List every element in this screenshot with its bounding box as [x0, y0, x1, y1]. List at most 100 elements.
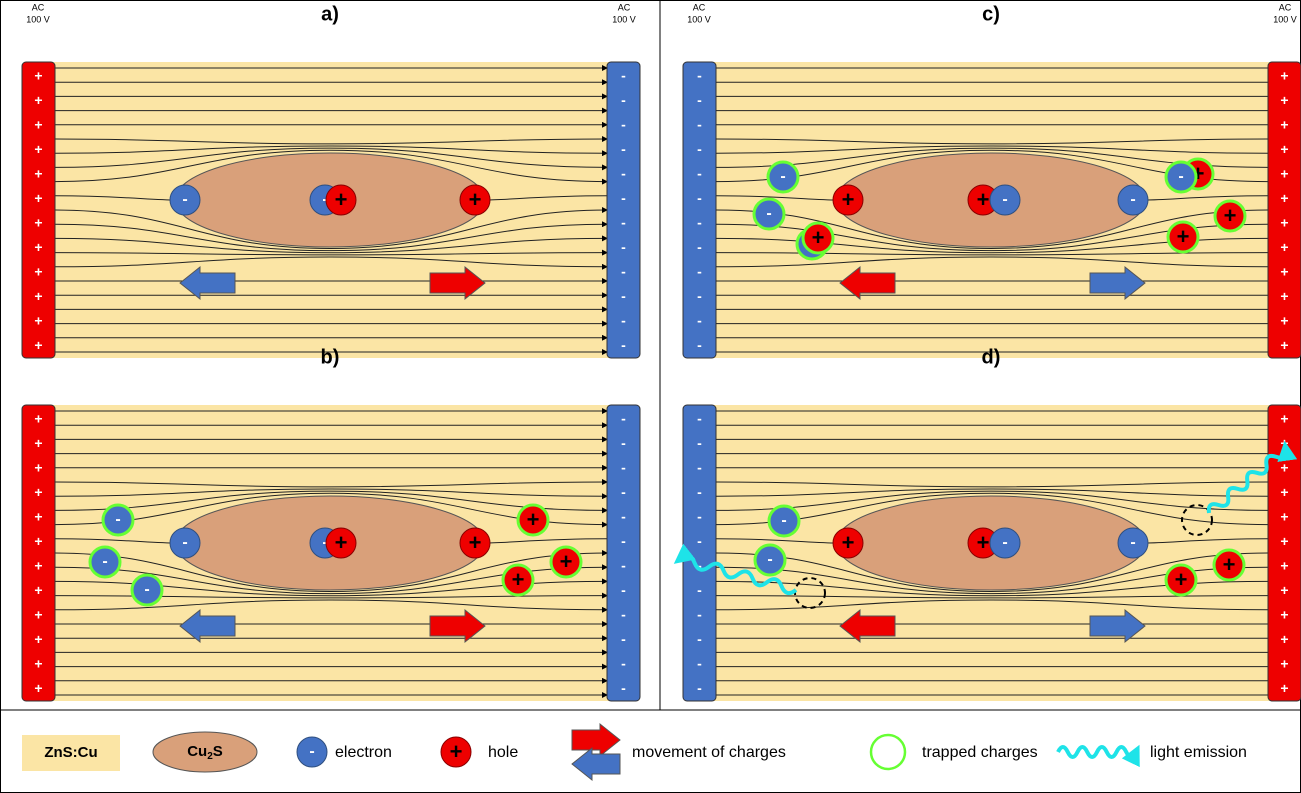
- electrode-sign: -: [621, 460, 626, 476]
- electrode-sign: -: [697, 337, 702, 353]
- electrode-sign: +: [34, 190, 42, 206]
- electrode-sign: -: [697, 239, 702, 255]
- hole-sign: +: [469, 187, 482, 212]
- electron-sign: -: [1002, 534, 1007, 551]
- hole-sign: +: [512, 567, 525, 592]
- electrode-sign: -: [621, 509, 626, 525]
- hole-sign: +: [1223, 552, 1236, 577]
- electrode-sign: +: [34, 288, 42, 304]
- electrode-sign: -: [621, 239, 626, 255]
- electrode-sign: -: [621, 288, 626, 304]
- electrode-sign: +: [1280, 631, 1288, 647]
- movement-arrow: [572, 724, 620, 756]
- electrode-sign: +: [1280, 313, 1288, 329]
- electrode-sign: -: [621, 313, 626, 329]
- electrode-sign: -: [621, 656, 626, 672]
- electrode-sign: +: [34, 92, 42, 108]
- electrode-sign: +: [1280, 190, 1288, 206]
- electron-sign: -: [780, 168, 785, 185]
- electrode-sign: -: [697, 92, 702, 108]
- electrode-sign: +: [1280, 141, 1288, 157]
- hole-sign: +: [469, 530, 482, 555]
- hole-sign: +: [1175, 567, 1188, 592]
- electrode-sign: -: [697, 288, 702, 304]
- electron-sign: -: [1130, 534, 1135, 551]
- electrode-sign: +: [34, 656, 42, 672]
- electrode-sign: +: [34, 607, 42, 623]
- electrode-sign: +: [1280, 558, 1288, 574]
- panel-label: a): [321, 3, 339, 25]
- electrode-sign: -: [697, 460, 702, 476]
- electrode-sign: +: [34, 166, 42, 182]
- electron-sign: -: [1178, 168, 1183, 185]
- electron-sign: -: [767, 551, 772, 568]
- legend-label: hole: [488, 744, 518, 761]
- electrode-sign: -: [697, 190, 702, 206]
- electrode-sign: -: [621, 607, 626, 623]
- electrode-sign: +: [1280, 337, 1288, 353]
- hole-sign: +: [977, 187, 990, 212]
- electrode-sign: -: [697, 607, 702, 623]
- panel-label: d): [982, 346, 1001, 368]
- electrode-sign: -: [697, 656, 702, 672]
- electrode-sign: +: [34, 239, 42, 255]
- panel: d)------------++++++++++++++----++: [679, 346, 1301, 701]
- electron-sign: -: [144, 581, 149, 598]
- diagram: a)AC100 VAC100 V++++++++++++------------…: [0, 0, 1301, 793]
- trapped-swatch: [871, 735, 905, 769]
- hole-sign: +: [842, 187, 855, 212]
- electrode-sign: -: [697, 117, 702, 133]
- legend-label: light emission: [1150, 744, 1247, 761]
- supply-label: AC: [693, 2, 706, 12]
- electrode-sign: -: [697, 215, 702, 231]
- electron-sign: -: [182, 191, 187, 208]
- electrode-sign: +: [34, 533, 42, 549]
- electrode-sign: -: [697, 313, 702, 329]
- electrode-sign: -: [621, 411, 626, 427]
- electrode-sign: -: [697, 484, 702, 500]
- supply-label: 100 V: [26, 14, 50, 24]
- electrode-sign: +: [34, 117, 42, 133]
- electrode-sign: +: [1280, 264, 1288, 280]
- electrode-sign: -: [697, 435, 702, 451]
- electrode-sign: +: [1280, 484, 1288, 500]
- electrode-sign: -: [697, 411, 702, 427]
- hole-sign: +: [450, 739, 463, 764]
- hole-sign: +: [1177, 224, 1190, 249]
- electrode-sign: -: [621, 435, 626, 451]
- supply-label: AC: [1279, 2, 1292, 12]
- electron-sign: -: [182, 534, 187, 551]
- electrode-sign: -: [621, 582, 626, 598]
- electrode-sign: +: [34, 141, 42, 157]
- electrode-sign: +: [1280, 68, 1288, 84]
- panel: b)++++++++++++--------------++---+++: [22, 346, 640, 701]
- electrode-sign: -: [697, 264, 702, 280]
- legend-label: electron: [335, 744, 392, 761]
- electrode-sign: +: [1280, 607, 1288, 623]
- electrode-sign: -: [621, 631, 626, 647]
- electrode-sign: -: [697, 166, 702, 182]
- electrode-sign: +: [1280, 239, 1288, 255]
- hole-sign: +: [1224, 203, 1237, 228]
- electrode-sign: -: [621, 92, 626, 108]
- electrode-sign: -: [697, 141, 702, 157]
- electrode-sign: +: [34, 411, 42, 427]
- electrode-sign: -: [621, 337, 626, 353]
- hole-sign: +: [335, 187, 348, 212]
- electrode-sign: -: [621, 68, 626, 84]
- legend-label: ZnS:Cu: [44, 744, 97, 761]
- electrode-sign: -: [621, 484, 626, 500]
- electrode-sign: +: [1280, 582, 1288, 598]
- electrode-sign: +: [1280, 215, 1288, 231]
- electrode-sign: +: [1280, 411, 1288, 427]
- hole-sign: +: [812, 225, 825, 250]
- hole-sign: +: [842, 530, 855, 555]
- electrode-sign: +: [1280, 92, 1288, 108]
- panel-label: b): [321, 346, 340, 368]
- electrode-sign: -: [697, 582, 702, 598]
- electrode-sign: +: [34, 631, 42, 647]
- electrode-sign: +: [34, 558, 42, 574]
- electrode-sign: +: [34, 484, 42, 500]
